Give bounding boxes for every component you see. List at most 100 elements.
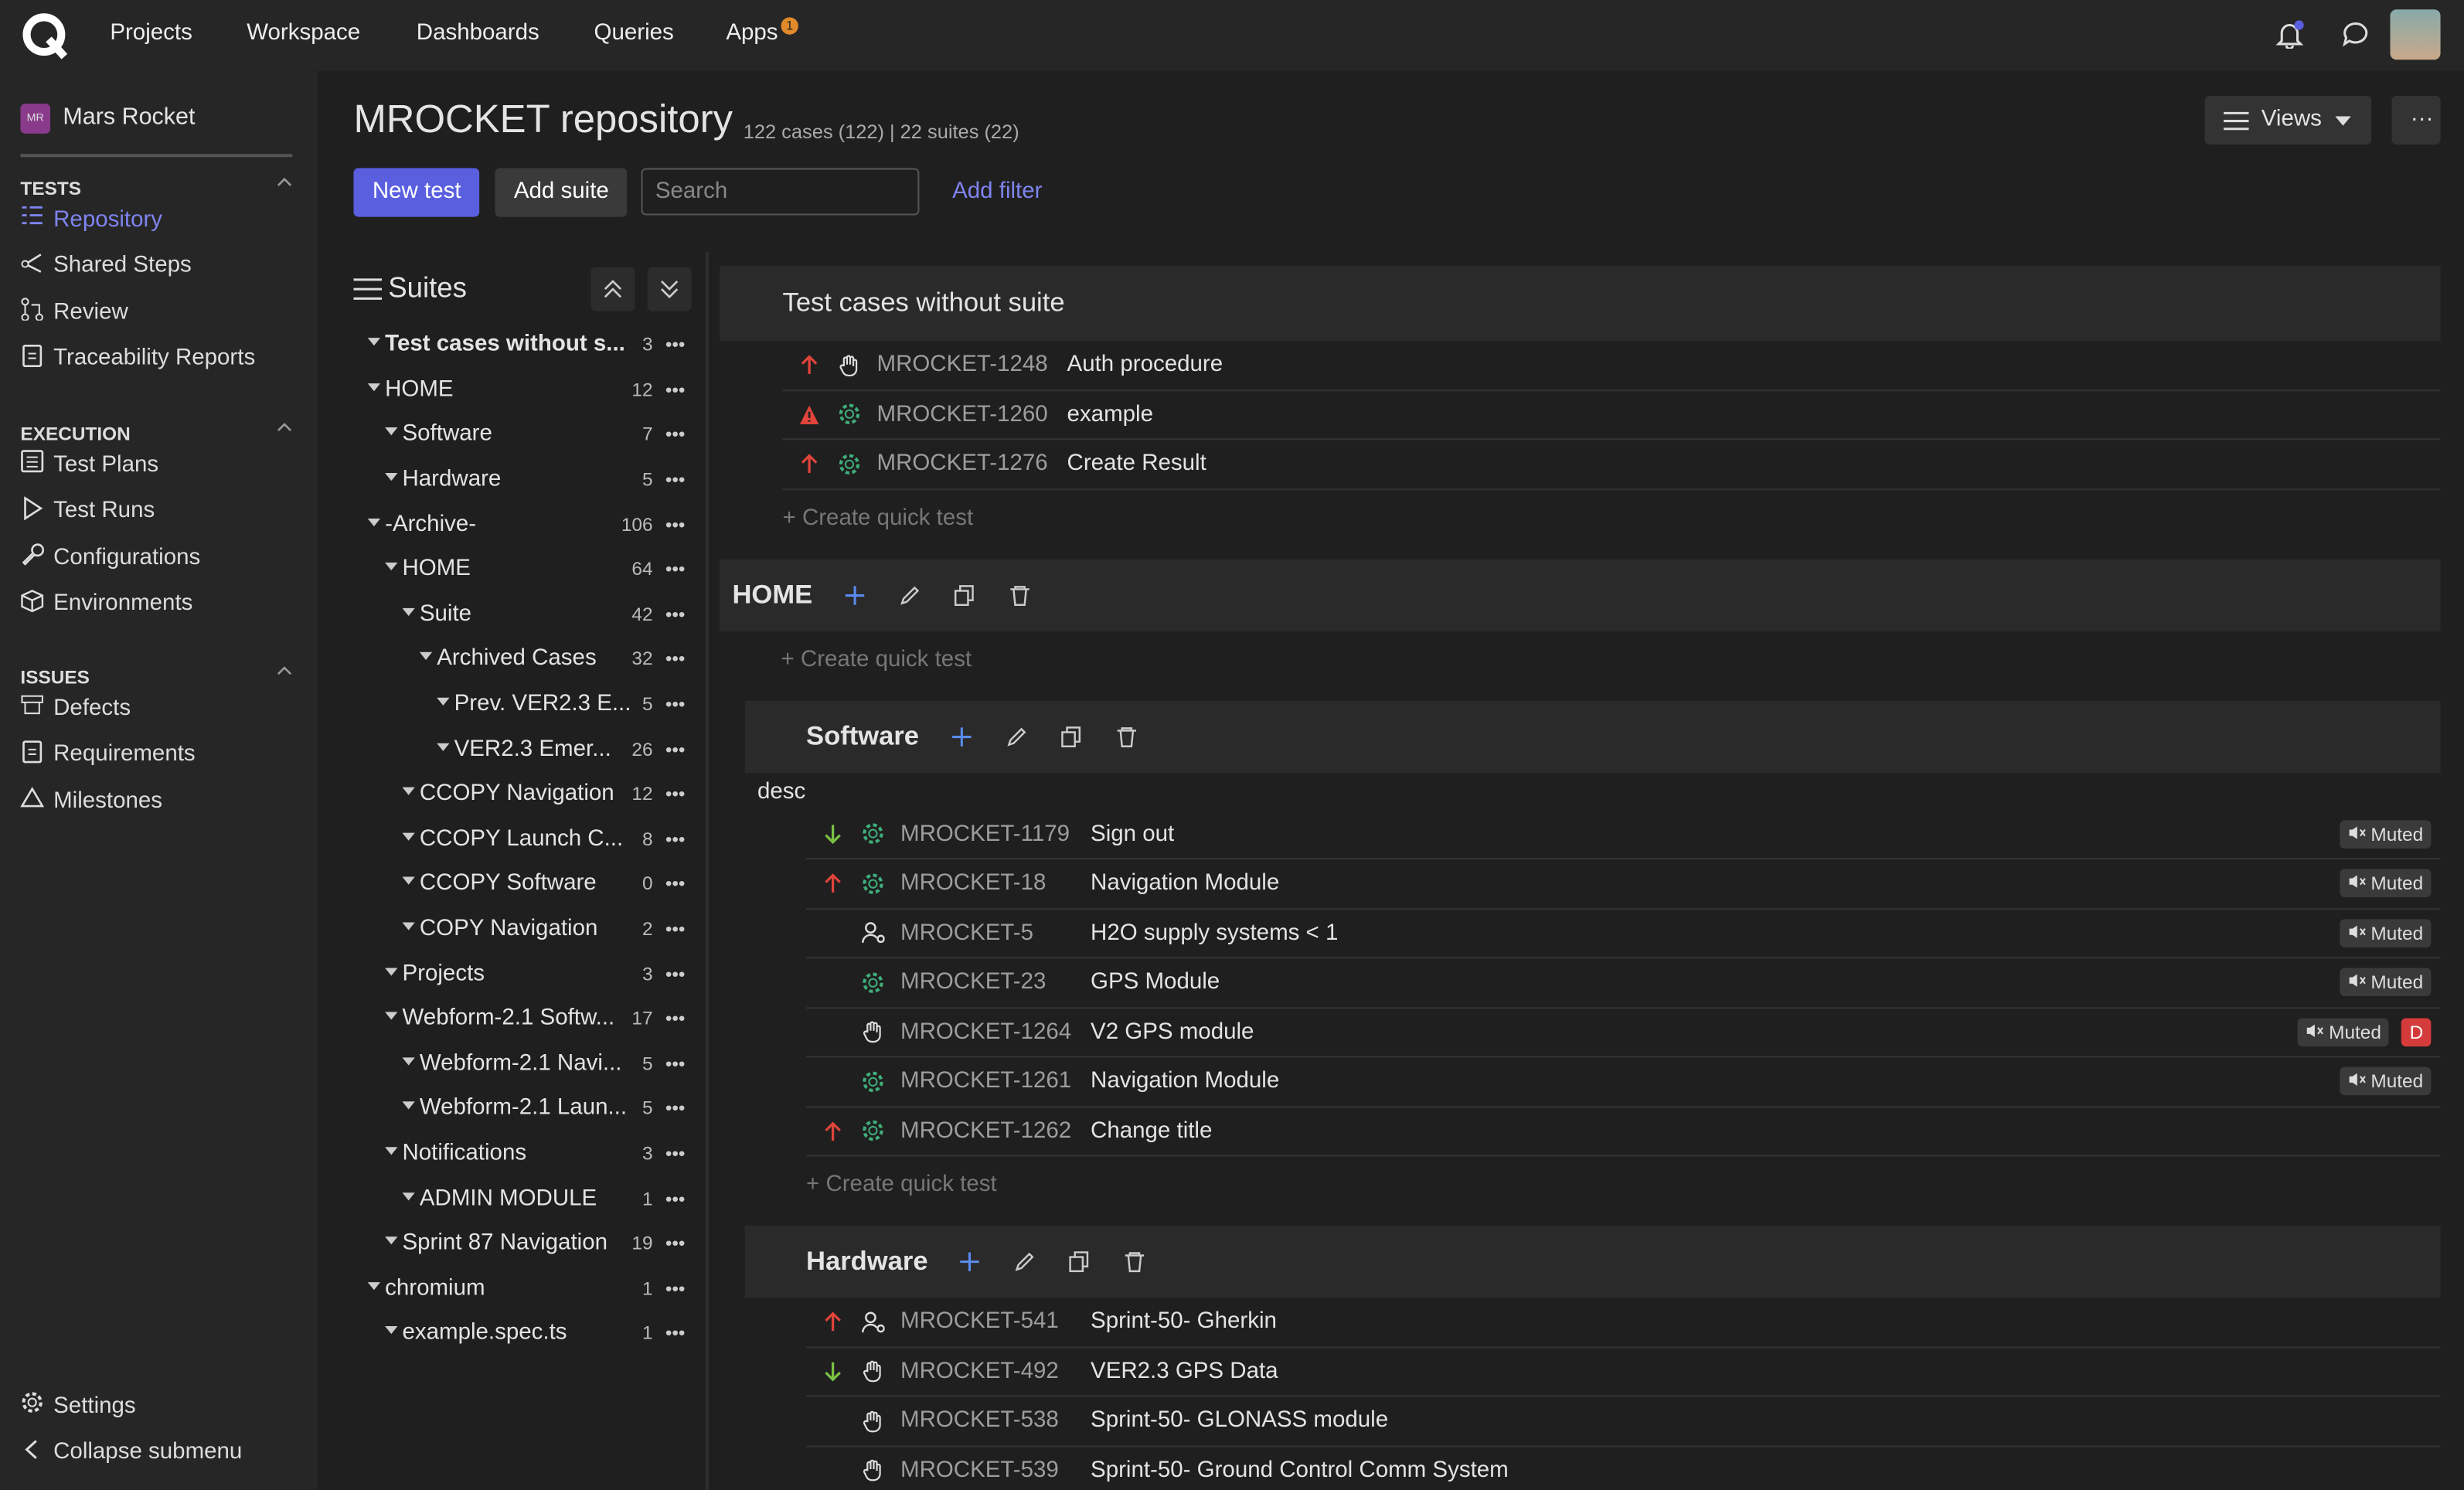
nav-item[interactable]: Workspace [247,20,361,46]
nav-link[interactable]: Defects [20,693,131,723]
nav-link[interactable]: Test Plans [20,449,158,479]
test-case[interactable]: MROCKET-23 GPS Module Muted [806,958,2441,1009]
tree-menu[interactable]: ••• [665,513,686,536]
new-test-button[interactable]: New test [353,168,480,217]
create-quick-test[interactable]: + Create quick test [806,1172,997,1198]
search-input[interactable]: Search [641,168,920,216]
test-case[interactable]: MROCKET-541 Sprint-50- Gherkin [806,1298,2441,1348]
more-button[interactable]: ··· [2391,96,2441,145]
suite-action[interactable] [1006,725,1027,747]
tree-node[interactable]: HOME 64 ••• [353,547,691,592]
suite-action[interactable] [899,583,921,605]
test-case[interactable]: MROCKET-1248 Auth procedure [782,341,2441,391]
test-case[interactable]: MROCKET-1261 Navigation Module Muted [806,1057,2441,1107]
chat-icon[interactable] [2341,20,2370,49]
expand-all[interactable] [647,267,692,311]
tree-node[interactable]: CCOPY Navigation 12 ••• [353,771,691,816]
tree-node[interactable]: CCOPY Software 0 ••• [353,862,691,907]
tree-node[interactable]: Test cases without s... 3 ••• [353,322,691,367]
tree-menu[interactable]: ••• [665,648,686,671]
tree-menu[interactable]: ••• [665,1277,686,1300]
tree-node[interactable]: CCOPY Launch C... 8 ••• [353,816,691,861]
tree-menu[interactable]: ••• [665,783,686,805]
avatar[interactable] [2390,9,2441,60]
tree-menu[interactable]: ••• [665,603,686,625]
tree-menu[interactable]: ••• [665,468,686,491]
create-quick-test[interactable]: + Create quick test [781,646,972,672]
tree-menu[interactable]: ••• [665,828,686,850]
nav-link[interactable]: Milestones [20,786,162,816]
tree-menu[interactable]: ••• [665,917,686,941]
tree-menu[interactable]: ••• [665,333,686,356]
add-suite-button[interactable]: Add suite [495,168,628,217]
nav-link[interactable]: Shared Steps [20,250,192,281]
tree-node[interactable]: VER2.3 Emer... 26 ••• [353,726,691,771]
collapse-all[interactable] [590,267,635,311]
bell-icon[interactable] [2275,20,2304,49]
tree-menu[interactable]: ••• [665,962,686,985]
tree-menu[interactable]: ••• [665,1322,686,1345]
test-case[interactable]: MROCKET-539 Sprint-50- Ground Control Com… [806,1447,2441,1490]
tree-node[interactable]: Notifications 3 ••• [353,1131,691,1175]
nav-link[interactable]: Repository [20,204,162,234]
suite-action[interactable] [1070,1250,1091,1273]
suite-action[interactable] [1125,1250,1146,1273]
suite-action[interactable] [1060,725,1082,747]
nav-link[interactable]: Configurations [20,543,200,573]
nav-link[interactable]: Environments [20,589,192,619]
tree-node[interactable]: Sprint 87 Navigation 19 ••• [353,1221,691,1266]
test-case[interactable]: MROCKET-1260 example [782,390,2441,441]
test-case[interactable]: MROCKET-18 Navigation Module Muted [806,859,2441,910]
tree-menu[interactable]: ••• [665,1007,686,1030]
test-case[interactable]: MROCKET-538 Sprint-50- GLONASS module [806,1397,2441,1447]
tree-menu[interactable]: ••• [665,378,686,401]
tree-node[interactable]: Software 7 ••• [353,412,691,457]
nav-link[interactable]: Test Runs [20,495,155,526]
tree-node[interactable]: example.spec.ts 1 ••• [353,1311,691,1356]
test-case[interactable]: MROCKET-1264 V2 GPS module Muted D [806,1008,2441,1058]
tree-menu[interactable]: ••• [665,1053,686,1075]
create-quick-test[interactable]: + Create quick test [782,505,974,531]
project-name[interactable]: Mars Rocket [63,104,196,131]
test-case[interactable]: MROCKET-1179 Sign out Muted [806,810,2441,860]
tree-node[interactable]: Suite 42 ••• [353,592,691,637]
suite-action[interactable] [951,725,972,747]
views-button[interactable]: Views [2204,96,2372,145]
test-case[interactable]: MROCKET-5 H2O supply systems < 1 Muted [806,909,2441,959]
suite-action[interactable] [844,583,866,605]
tree-menu[interactable]: ••• [665,737,686,760]
nav-item[interactable]: Projects [110,20,192,46]
suite-action[interactable] [1014,1250,1036,1272]
nav-item[interactable]: Apps [726,20,778,46]
section-toggle[interactable] [275,663,294,683]
tree-menu[interactable]: ••• [665,558,686,580]
logo[interactable] [22,12,69,60]
section-toggle[interactable] [275,175,294,195]
nav-link[interactable]: Review [20,298,128,328]
tree-node[interactable]: Hardware 5 ••• [353,457,691,502]
tree-menu[interactable]: ••• [665,423,686,446]
test-case[interactable]: MROCKET-1262 Change title [806,1107,2441,1157]
tree-node[interactable]: Projects 3 ••• [353,951,691,996]
nav-item[interactable]: Queries [594,20,674,46]
test-case[interactable]: MROCKET-492 VER2.3 GPS Data [806,1347,2441,1397]
nav-item[interactable]: Dashboards [416,20,539,46]
tree-node[interactable]: ADMIN MODULE 1 ••• [353,1176,691,1221]
tree-node[interactable]: Webform-2.1 Navi... 5 ••• [353,1041,691,1086]
tree-menu[interactable]: ••• [665,1232,686,1255]
tree-node[interactable]: chromium 1 ••• [353,1266,691,1311]
suite-action[interactable] [959,1250,981,1272]
tree-menu[interactable]: ••• [665,1097,686,1120]
section-toggle[interactable] [275,420,294,440]
nav-link[interactable]: Requirements [20,740,196,770]
tree-node[interactable]: Archived Cases 32 ••• [353,637,691,682]
tree-node[interactable]: -Archive- 106 ••• [353,502,691,546]
footer-link[interactable]: Settings [20,1390,136,1420]
tree-menu[interactable]: ••• [665,692,686,716]
suite-action[interactable] [1115,725,1137,747]
tree-menu[interactable]: ••• [665,1187,686,1209]
tree-node[interactable]: Webform-2.1 Laun... 5 ••• [353,1086,691,1131]
tree-node[interactable]: Webform-2.1 Softw... 17 ••• [353,996,691,1041]
add-filter-link[interactable]: Add filter [952,179,1043,205]
tree-menu[interactable]: ••• [665,873,686,895]
